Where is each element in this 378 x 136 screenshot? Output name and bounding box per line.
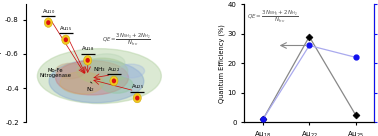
Circle shape <box>110 76 118 86</box>
Circle shape <box>50 21 51 22</box>
Circle shape <box>67 40 68 42</box>
Y-axis label: V vs. NHE pH 7: V vs. NHE pH 7 <box>0 37 2 90</box>
Circle shape <box>65 36 67 38</box>
Circle shape <box>115 79 116 81</box>
Text: Au$_{10}$: Au$_{10}$ <box>42 7 55 16</box>
Circle shape <box>138 96 140 98</box>
Circle shape <box>135 96 136 98</box>
Circle shape <box>85 61 87 62</box>
Text: Au$_{22}$: Au$_{22}$ <box>107 65 121 74</box>
Circle shape <box>112 79 113 81</box>
Circle shape <box>46 23 47 25</box>
Circle shape <box>89 58 90 60</box>
Circle shape <box>64 38 67 41</box>
Circle shape <box>136 100 138 101</box>
Ellipse shape <box>101 76 133 93</box>
Text: $QE = \dfrac{3N_{NH_3} + 2N_{H_2}}{N_{hv}}$: $QE = \dfrac{3N_{NH_3} + 2N_{H_2}}{N_{hv… <box>247 9 298 25</box>
Circle shape <box>84 55 92 65</box>
Text: Au$_{18}$: Au$_{18}$ <box>81 44 94 53</box>
Ellipse shape <box>118 64 144 78</box>
Ellipse shape <box>60 72 104 94</box>
Ellipse shape <box>88 54 125 71</box>
Text: Au$_{15}$: Au$_{15}$ <box>59 24 73 33</box>
Ellipse shape <box>56 61 129 95</box>
Circle shape <box>67 38 68 39</box>
Circle shape <box>135 98 136 100</box>
Circle shape <box>136 95 138 97</box>
Circle shape <box>138 98 140 100</box>
Circle shape <box>133 93 141 103</box>
Text: Au$_{25}$: Au$_{25}$ <box>131 82 144 91</box>
Circle shape <box>48 19 49 21</box>
Circle shape <box>87 57 88 59</box>
Circle shape <box>85 58 87 60</box>
Circle shape <box>44 18 53 27</box>
Circle shape <box>113 82 115 84</box>
Circle shape <box>113 79 115 83</box>
Circle shape <box>46 21 47 22</box>
Circle shape <box>62 35 70 45</box>
Circle shape <box>65 41 67 43</box>
Circle shape <box>112 81 113 83</box>
Ellipse shape <box>77 58 128 84</box>
Circle shape <box>48 24 49 26</box>
Circle shape <box>87 62 88 64</box>
Y-axis label: Quantum Efficiency (%): Quantum Efficiency (%) <box>218 24 225 103</box>
Ellipse shape <box>56 63 85 79</box>
Text: Mo-Fe
Nitrogenase: Mo-Fe Nitrogenase <box>40 68 71 78</box>
Circle shape <box>115 81 116 83</box>
Circle shape <box>50 23 51 25</box>
Circle shape <box>86 59 89 62</box>
Circle shape <box>136 96 139 100</box>
Text: NH$_3$: NH$_3$ <box>93 65 106 74</box>
Text: $QE = \dfrac{3N_{NH_3} + 2N_{H_2}}{N_{hv}}$: $QE = \dfrac{3N_{NH_3} + 2N_{H_2}}{N_{hv… <box>102 32 151 48</box>
Text: N$_2$: N$_2$ <box>86 85 95 94</box>
Circle shape <box>113 78 115 79</box>
Circle shape <box>64 38 65 39</box>
Circle shape <box>47 21 50 24</box>
Circle shape <box>64 40 65 42</box>
Ellipse shape <box>37 49 161 103</box>
Circle shape <box>89 61 90 62</box>
Ellipse shape <box>49 60 144 103</box>
